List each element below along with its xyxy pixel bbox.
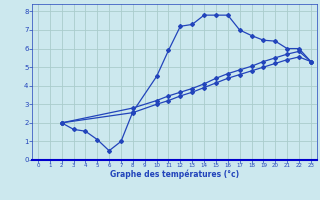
X-axis label: Graphe des températures (°c): Graphe des températures (°c) — [110, 170, 239, 179]
